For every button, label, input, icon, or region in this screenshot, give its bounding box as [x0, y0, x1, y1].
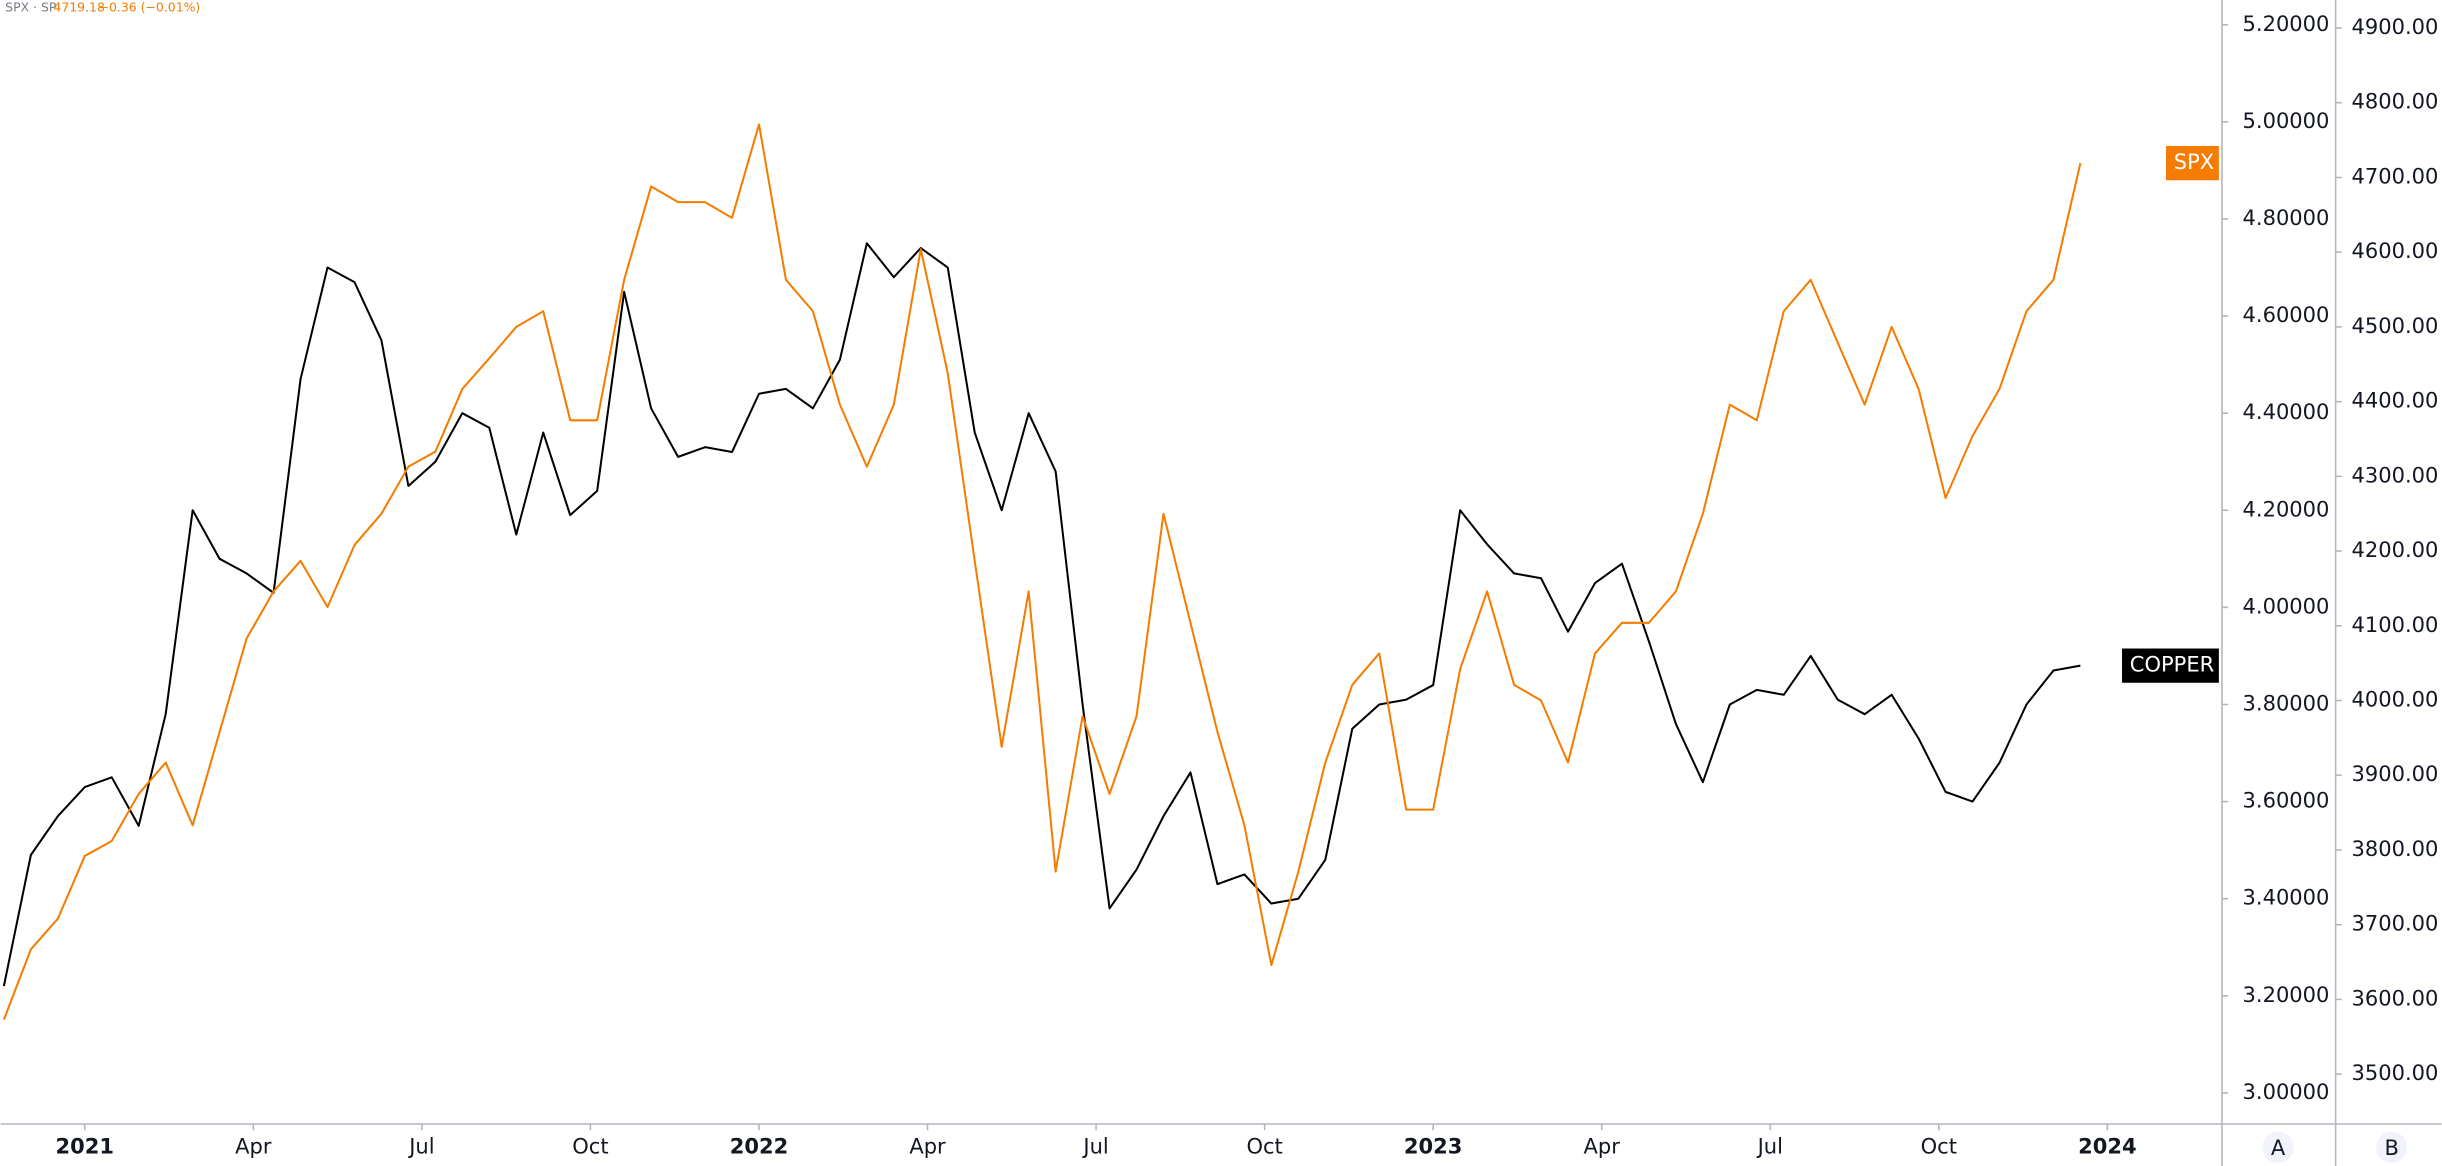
scale-button-label[interactable]: B [2384, 1135, 2398, 1160]
series-line [2, 123, 2082, 1020]
x-tick-label: Jul [1081, 1133, 1108, 1158]
x-tick-label: Oct [1921, 1133, 1957, 1158]
header-change: −0.36 (−0.01%) [99, 0, 201, 14]
x-tick-label: 2021 [56, 1133, 114, 1158]
series-line [2, 242, 2081, 987]
y-tick-label: 4.60000 [2243, 302, 2330, 327]
x-tick-label: Jul [407, 1133, 434, 1158]
header-symbol: SPX · SP [5, 0, 57, 14]
scale-button[interactable] [2376, 1131, 2408, 1163]
y2-tick-label: 4300.00 [2352, 462, 2439, 487]
x-tick-label: Apr [1584, 1133, 1621, 1158]
y2-tick-label: 4900.00 [2352, 14, 2439, 39]
x-tick-label: Oct [1246, 1133, 1282, 1158]
y2-tick-label: 4700.00 [2352, 163, 2439, 188]
y2-tick-label: 4100.00 [2352, 612, 2439, 637]
y-tick-label: 3.40000 [2243, 885, 2330, 910]
y-tick-label: 4.00000 [2243, 593, 2330, 618]
y2-tick-label: 3600.00 [2352, 985, 2439, 1010]
price-label-box [2166, 146, 2219, 181]
y-tick-label: 4.40000 [2243, 399, 2330, 424]
scale-button[interactable] [2262, 1131, 2294, 1163]
y2-tick-label: 4500.00 [2352, 313, 2439, 338]
x-tick-label: 2023 [1404, 1133, 1462, 1158]
y-tick-label: 3.20000 [2243, 982, 2330, 1007]
y-tick-label: 4.20000 [2243, 496, 2330, 521]
y2-tick-label: 4000.00 [2352, 687, 2439, 712]
y-tick-label: 3.80000 [2243, 690, 2330, 715]
y-tick-label: 5.20000 [2243, 11, 2330, 36]
y2-tick-label: 3500.00 [2352, 1060, 2439, 1085]
y2-tick-label: 3700.00 [2352, 911, 2439, 936]
x-tick-label: Jul [1756, 1133, 1783, 1158]
y-tick-label: 5.00000 [2243, 108, 2330, 133]
y2-tick-label: 3900.00 [2352, 761, 2439, 786]
y2-tick-label: 4800.00 [2352, 89, 2439, 114]
y2-tick-label: 4200.00 [2352, 537, 2439, 562]
x-tick-label: Oct [572, 1133, 608, 1158]
x-tick-label: Apr [909, 1133, 946, 1158]
y-tick-label: 4.80000 [2243, 205, 2330, 230]
y2-tick-label: 4400.00 [2352, 388, 2439, 413]
x-tick-label: 2022 [730, 1133, 788, 1158]
x-tick-label: 2024 [2078, 1133, 2136, 1158]
header-value: 4719.18 [53, 0, 105, 14]
price-label-box [2122, 648, 2219, 683]
x-tick-label: Apr [235, 1133, 272, 1158]
y2-tick-label: 3800.00 [2352, 836, 2439, 861]
y-tick-label: 3.60000 [2243, 788, 2330, 813]
y-tick-label: 3.00000 [2243, 1079, 2330, 1104]
scale-button-label[interactable]: A [2271, 1135, 2286, 1160]
y2-tick-label: 4600.00 [2352, 238, 2439, 263]
price-label-text: SPX [2174, 149, 2214, 174]
price-label-text: COPPER [2130, 652, 2214, 677]
